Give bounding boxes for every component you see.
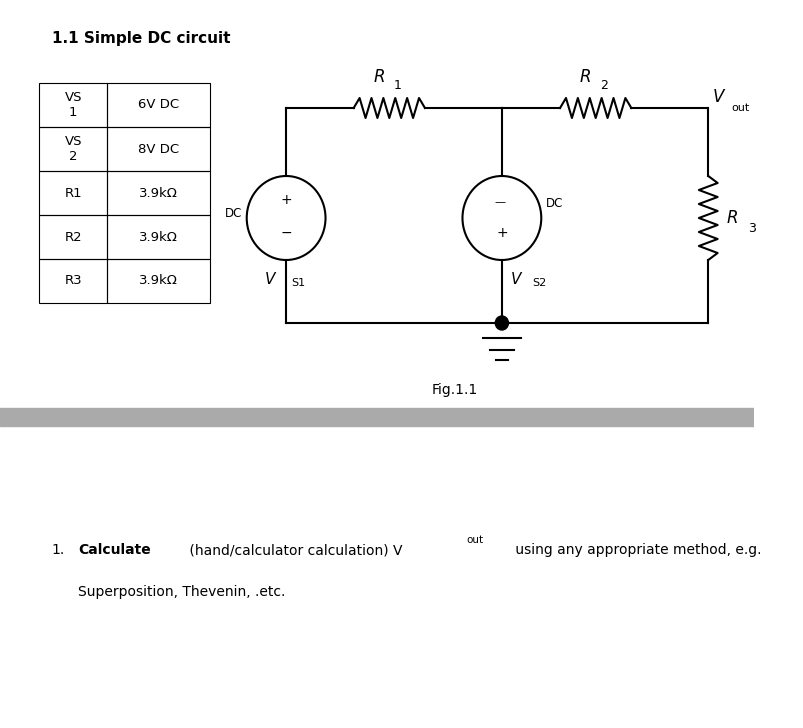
Text: 8V DC: 8V DC <box>138 143 179 156</box>
Text: 3.9kΩ: 3.9kΩ <box>139 274 177 288</box>
Text: V: V <box>264 272 275 287</box>
Text: V: V <box>712 88 724 106</box>
Text: Fig.1.1: Fig.1.1 <box>431 383 478 397</box>
Text: out: out <box>466 535 483 545</box>
Text: V: V <box>511 272 521 287</box>
Text: Calculate: Calculate <box>78 543 150 557</box>
Text: R: R <box>373 68 384 86</box>
Text: +: + <box>280 193 291 207</box>
Text: using any appropriate method, e.g.: using any appropriate method, e.g. <box>511 543 760 557</box>
Text: R: R <box>579 68 590 86</box>
Text: 1: 1 <box>393 79 402 92</box>
Text: 2: 2 <box>600 79 608 92</box>
Text: (hand/calculator calculation) V: (hand/calculator calculation) V <box>185 543 402 557</box>
Text: 3: 3 <box>747 221 755 234</box>
Text: 1.1 Simple DC circuit: 1.1 Simple DC circuit <box>51 31 230 46</box>
Text: S1: S1 <box>291 278 304 288</box>
Text: −: − <box>280 226 291 240</box>
Text: out: out <box>731 103 749 113</box>
Text: S2: S2 <box>532 278 545 288</box>
Text: R2: R2 <box>64 231 82 243</box>
Circle shape <box>495 316 507 330</box>
Text: R: R <box>726 209 738 227</box>
Text: 1.: 1. <box>51 543 65 557</box>
Text: DC: DC <box>545 197 563 210</box>
Text: 6V DC: 6V DC <box>138 98 179 111</box>
Text: 3.9kΩ: 3.9kΩ <box>139 186 177 199</box>
Bar <box>0 408 753 426</box>
Text: Superposition, Thevenin, .etc.: Superposition, Thevenin, .etc. <box>78 585 285 599</box>
Text: R3: R3 <box>64 274 82 288</box>
Text: 3.9kΩ: 3.9kΩ <box>139 231 177 243</box>
Text: DC: DC <box>224 207 242 220</box>
Text: R1: R1 <box>64 186 82 199</box>
Text: VS
2: VS 2 <box>64 135 82 163</box>
Text: VS
1: VS 1 <box>64 91 82 119</box>
Text: —: — <box>494 197 505 207</box>
Text: +: + <box>495 226 507 240</box>
